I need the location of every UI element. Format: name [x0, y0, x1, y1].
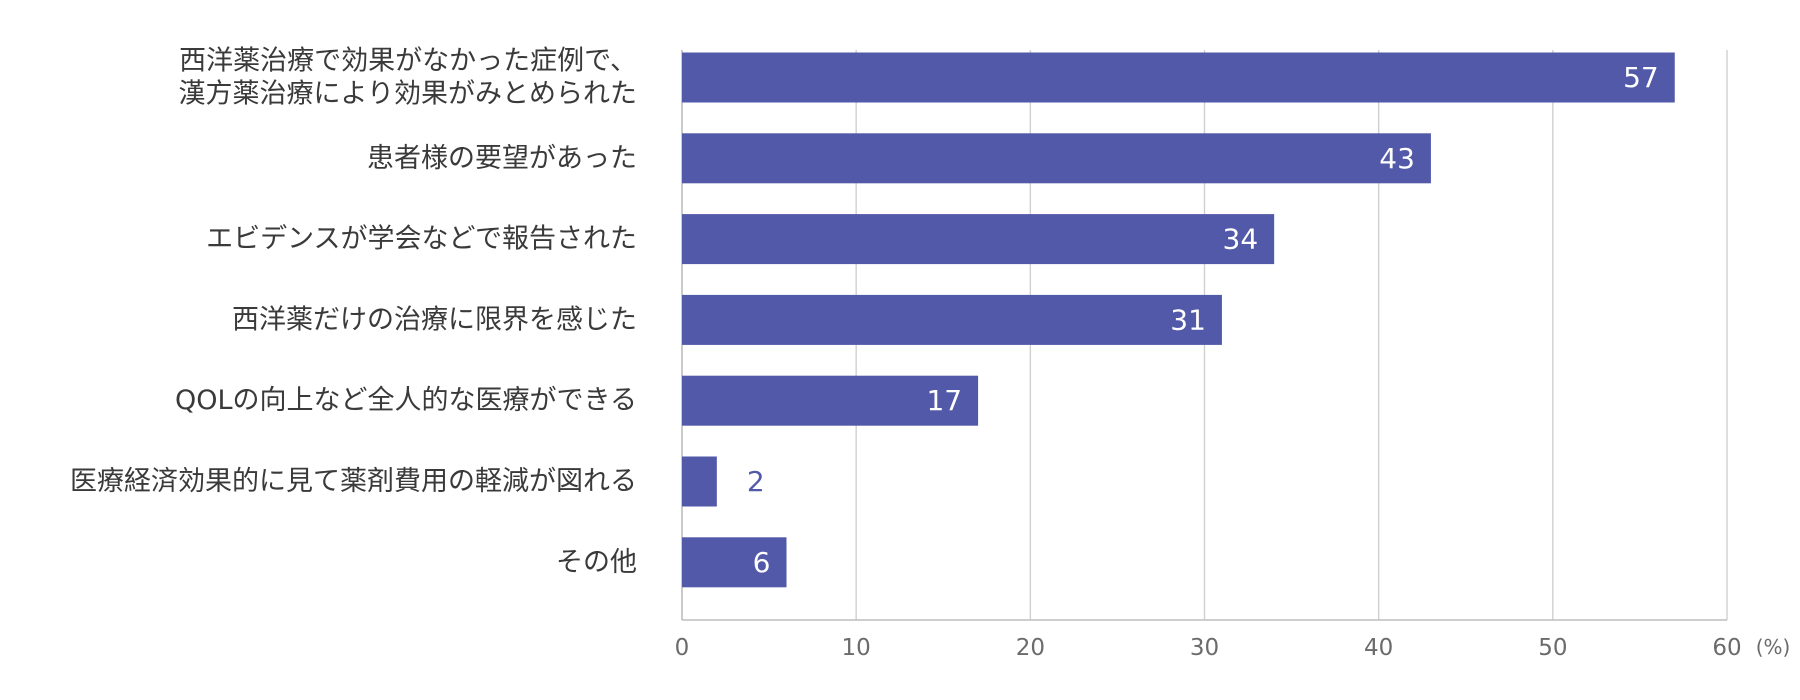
value-label: 34: [1223, 223, 1259, 256]
category-label: その他: [556, 547, 637, 578]
bar: [682, 456, 717, 507]
x-tick-label: 60: [1712, 635, 1741, 661]
x-tick-label: 30: [1190, 635, 1219, 661]
x-tick-label: 40: [1364, 635, 1393, 661]
value-label: 43: [1379, 142, 1415, 175]
category-label: エビデンスが学会などで報告された: [206, 224, 637, 255]
category-label: 医療経済効果的に見て薬剤費用の軽減が図れる: [70, 466, 637, 497]
x-axis: 0 10 20 30 40 50 60 (%): [675, 619, 1791, 661]
bar: [682, 214, 1275, 265]
category-label: 西洋薬治療で効果がなかった症例で、: [179, 46, 637, 77]
value-label: 17: [926, 384, 962, 417]
x-tick-label: 20: [1016, 635, 1045, 661]
category-label: QOLの向上など全人的な医療ができる: [175, 385, 637, 416]
bar: [682, 52, 1675, 103]
bar: [682, 375, 979, 426]
x-tick-label: 0: [675, 635, 690, 661]
value-label: 31: [1170, 303, 1206, 336]
category-label: 漢方薬治療により効果がみとめられた: [179, 79, 637, 110]
category-label: 患者様の要望があった: [367, 143, 637, 174]
x-tick-label: 50: [1538, 635, 1567, 661]
value-label: 57: [1623, 61, 1659, 94]
value-labels: 57 43 34 31 17 2 6: [747, 61, 1659, 579]
bar: [682, 294, 1222, 345]
category-labels: 西洋薬治療で効果がなかった症例で、漢方薬治療により効果がみとめられた患者様の要望…: [70, 46, 637, 578]
category-label: 西洋薬だけの治療に限界を感じた: [232, 304, 637, 335]
x-unit-label: (%): [1756, 635, 1791, 659]
bar: [682, 133, 1431, 184]
value-label: 2: [747, 465, 765, 498]
bar: [682, 537, 787, 588]
value-label: 6: [753, 546, 771, 579]
bars: [682, 52, 1675, 588]
x-tick-label: 10: [842, 635, 871, 661]
